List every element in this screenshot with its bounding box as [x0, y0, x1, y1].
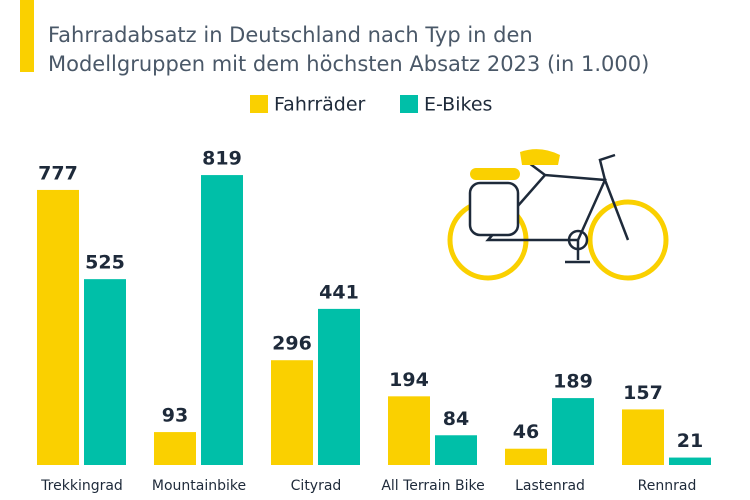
bar — [154, 432, 196, 465]
value-label: 194 — [389, 369, 429, 391]
x-tick-label: Cityrad — [291, 478, 342, 494]
value-label: 819 — [202, 148, 242, 170]
legend-label: Fahrräder — [274, 94, 366, 116]
x-tick-label: Mountainbike — [152, 478, 246, 494]
value-label: 84 — [443, 408, 469, 430]
bar — [669, 457, 711, 465]
value-label: 525 — [85, 252, 125, 274]
accent-bar — [20, 0, 34, 72]
value-label: 777 — [38, 162, 78, 184]
value-label: 93 — [162, 405, 188, 427]
bar — [622, 409, 664, 465]
bar — [84, 279, 126, 465]
value-label: 189 — [553, 371, 593, 393]
bar — [37, 189, 79, 465]
x-tick-label: Rennrad — [638, 478, 697, 494]
x-tick-label: Trekkingrad — [40, 478, 123, 494]
value-label: 296 — [272, 333, 312, 355]
value-label: 157 — [623, 382, 663, 404]
value-label: 441 — [319, 281, 359, 303]
legend-label: E-Bikes — [424, 94, 492, 116]
legend-swatch — [400, 95, 418, 113]
bar — [318, 308, 360, 465]
bar — [505, 448, 547, 465]
bar — [388, 396, 430, 465]
bar — [201, 175, 243, 465]
bicycle-illustration — [447, 149, 669, 281]
value-label: 46 — [513, 421, 539, 443]
bar — [552, 398, 594, 465]
subtitle: Fahrradabsatz in Deutschland nach Typ in… — [48, 23, 533, 47]
bar — [271, 360, 313, 465]
legend-swatch — [250, 95, 268, 113]
subtitle: Modellgruppen mit dem höchsten Absatz 20… — [48, 52, 649, 76]
value-label: 21 — [677, 430, 703, 452]
bar — [435, 435, 477, 465]
x-tick-label: All Terrain Bike — [381, 478, 484, 494]
x-tick-label: Lastenrad — [515, 478, 585, 494]
